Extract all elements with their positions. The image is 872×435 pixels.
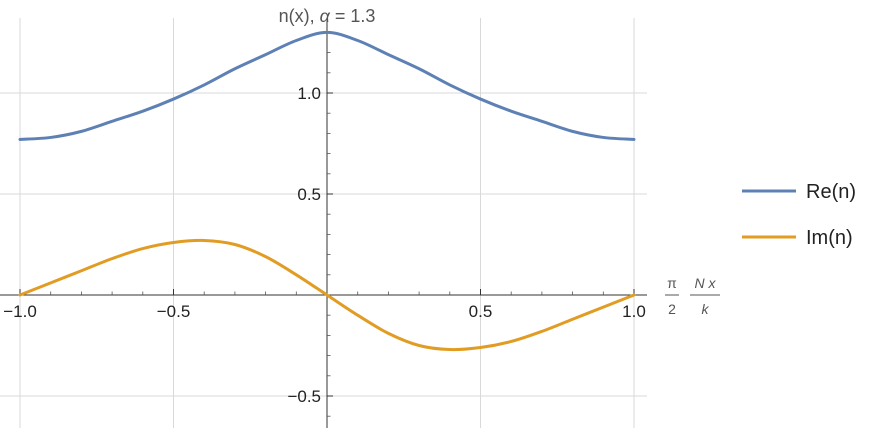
legend-label-1: Re(n) bbox=[806, 181, 856, 203]
y-tick-label: 1.0 bbox=[297, 84, 321, 103]
chart-title-suffix: = 1.3 bbox=[330, 6, 376, 26]
x-axis-label-frac2-den: k bbox=[702, 301, 710, 317]
chart-title-symbol: α bbox=[320, 6, 331, 26]
legend: Re(n) Im(n) bbox=[742, 181, 856, 249]
chart-title: n(x), α = 1.3 bbox=[279, 6, 376, 26]
x-axis-label-frac1-den: 2 bbox=[668, 301, 676, 317]
y-tick-label: 0.5 bbox=[297, 185, 321, 204]
y-tick-label: −0.5 bbox=[287, 387, 321, 406]
grid-layer bbox=[0, 18, 647, 428]
x-axis-label: π 2 N x k bbox=[665, 275, 720, 317]
chart-title-prefix: n(x), bbox=[279, 6, 320, 26]
series-line-2 bbox=[18, 238, 636, 352]
x-axis-label-frac1-num: π bbox=[667, 275, 677, 291]
x-axis-label-frac2-num: N x bbox=[695, 275, 717, 291]
x-tick-label: −0.5 bbox=[157, 302, 191, 321]
x-tick-label: 0.5 bbox=[469, 302, 493, 321]
legend-label-2: Im(n) bbox=[806, 227, 853, 249]
series-layer bbox=[18, 30, 636, 352]
labels-layer: −1.0 −0.5 0.5 1.0 −0.5 0.5 1.0 bbox=[3, 84, 646, 406]
x-tick-label: −1.0 bbox=[3, 302, 37, 321]
axes-layer bbox=[0, 18, 647, 428]
x-tick-label: 1.0 bbox=[622, 302, 646, 321]
series-line-1 bbox=[18, 30, 636, 141]
